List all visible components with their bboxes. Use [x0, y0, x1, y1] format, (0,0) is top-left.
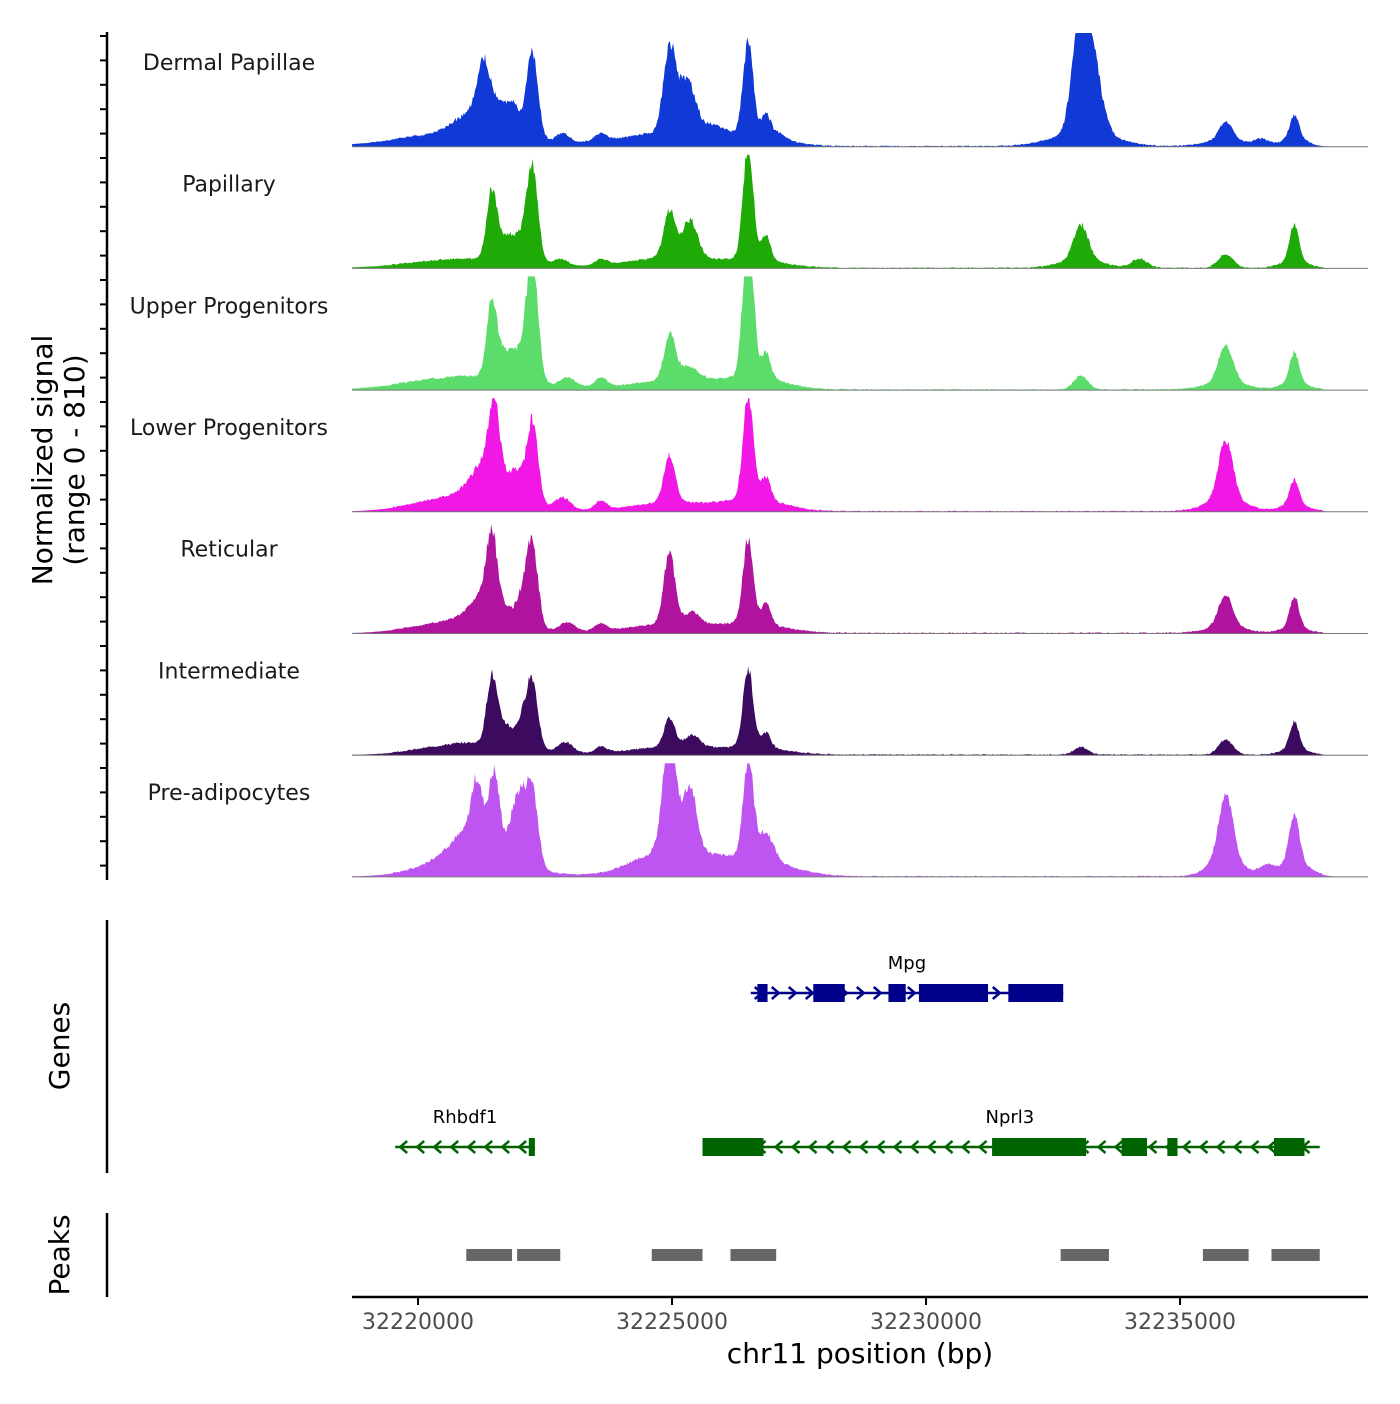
x-tick-label: 32220000 [362, 1310, 474, 1335]
strand-arrow [1232, 1140, 1243, 1154]
track-label: Upper Progenitors [130, 294, 329, 319]
strand-arrow [415, 1140, 425, 1154]
track-signal-area [352, 276, 1368, 391]
strand-arrow [1096, 1140, 1107, 1154]
strand-arrow [790, 1140, 801, 1154]
track-label: Intermediate [158, 659, 300, 684]
track-signal-area [352, 524, 1368, 634]
peak-region [730, 1249, 777, 1261]
strand-arrow [787, 986, 798, 1000]
gene-exon [1167, 1138, 1178, 1156]
strand-arrow [398, 1140, 408, 1154]
strand-arrow [943, 1140, 954, 1154]
peak-region [466, 1249, 513, 1261]
y-axis-title-line2: (range 0 - 810) [58, 354, 91, 565]
gene-exon [888, 984, 906, 1002]
strand-arrow [824, 1140, 835, 1154]
strand-arrow [804, 986, 815, 1000]
strand-arrow [960, 1140, 971, 1154]
strand-arrow [841, 1140, 852, 1154]
track-signal-area [352, 154, 1368, 269]
gene-nprl3: Nprl3 [702, 1107, 1320, 1156]
strand-arrow [466, 1140, 476, 1154]
signal-y-axis [100, 32, 109, 880]
track-6: Intermediate [158, 659, 1368, 756]
gene-exon [528, 1138, 535, 1156]
peak-region [1060, 1249, 1109, 1261]
strand-arrow [1198, 1140, 1209, 1154]
strand-arrow [906, 986, 917, 1000]
gene-exon [918, 984, 989, 1002]
strand-arrow [1181, 1140, 1192, 1154]
x-axis-title: chr11 position (bp) [727, 1337, 993, 1370]
gene-exon [757, 984, 768, 1002]
gene-exon [813, 984, 845, 1002]
strand-arrow [432, 1140, 442, 1154]
gene-exon [702, 1138, 764, 1156]
coverage-tracks: Dermal Papillae Papillary Upper Progenitor… [130, 33, 1368, 878]
strand-arrow [977, 1140, 988, 1154]
track-5: Reticular [180, 524, 1368, 634]
y-axis-title-line1: Normalized signal [26, 335, 59, 586]
gene-label: Rhbdf1 [433, 1107, 498, 1128]
strand-arrow [909, 1140, 920, 1154]
x-tick-label: 32230000 [870, 1310, 982, 1335]
strand-arrow [1249, 1140, 1260, 1154]
peak-region [651, 1249, 703, 1261]
track-1: Dermal Papillae [143, 33, 1368, 148]
track-3: Upper Progenitors [130, 276, 1368, 391]
peak-region [1202, 1249, 1249, 1261]
track-7: Pre-adipocytes [148, 763, 1368, 878]
strand-arrow [770, 986, 781, 1000]
track-label: Papillary [182, 173, 276, 198]
x-tick-label: 32225000 [616, 1310, 728, 1335]
gene-annotation-track: Mpg Rhbdf1 Nprl3 [395, 953, 1320, 1156]
gene-exon [992, 1138, 1087, 1156]
strand-arrow [807, 1140, 818, 1154]
strand-arrow [991, 986, 1002, 1000]
strand-arrow [483, 1140, 493, 1154]
gene-label: Mpg [888, 953, 926, 974]
track-label: Dermal Papillae [143, 51, 315, 76]
strand-arrow [858, 1140, 869, 1154]
strand-arrow [926, 1140, 937, 1154]
strand-arrow [449, 1140, 459, 1154]
track-signal-area [352, 33, 1368, 147]
peak-region [1271, 1249, 1320, 1261]
gene-exon [1008, 984, 1064, 1002]
peak-region [517, 1249, 561, 1261]
track-label: Pre-adipocytes [148, 781, 311, 806]
track-signal-area [352, 666, 1368, 756]
strand-arrow [855, 986, 866, 1000]
strand-arrow [1113, 1140, 1124, 1154]
strand-arrow [500, 1140, 510, 1154]
gene-label: Nprl3 [985, 1107, 1034, 1128]
peak-region-track [466, 1249, 1320, 1261]
track-label: Lower Progenitors [130, 416, 328, 441]
track-signal-area [352, 398, 1368, 512]
strand-arrow [1266, 1140, 1277, 1154]
strand-arrow [875, 1140, 886, 1154]
track-label: Reticular [180, 538, 278, 563]
strand-arrow [1215, 1140, 1226, 1154]
x-axis-ticks: 32220000 32225000 32230000 32235000 [362, 1297, 1236, 1335]
x-tick-label: 32235000 [1124, 1310, 1236, 1335]
strand-arrow [773, 1140, 784, 1154]
strand-arrow [872, 986, 883, 1000]
peaks-panel-title: Peaks [43, 1214, 76, 1295]
gene-exon [1274, 1138, 1305, 1156]
track-signal-area [352, 763, 1368, 877]
genes-panel-title: Genes [43, 1002, 76, 1090]
gene-mpg: Mpg [750, 953, 1064, 1002]
strand-arrow [1147, 1140, 1158, 1154]
strand-arrow [517, 1140, 527, 1154]
track-4: Lower Progenitors [130, 398, 1368, 513]
gene-exon [1121, 1138, 1148, 1156]
gene-rhbdf1: Rhbdf1 [395, 1107, 535, 1156]
track-2: Papillary [182, 154, 1368, 269]
strand-arrow [892, 1140, 903, 1154]
